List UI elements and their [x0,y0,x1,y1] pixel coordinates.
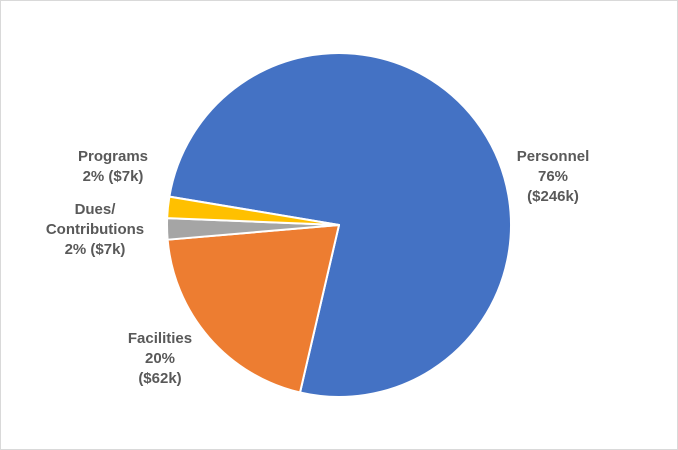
data-label-personnel: Personnel 76% ($246k) [517,148,590,205]
data-label-line: Personnel [517,148,590,165]
pie-slice-programs [166,195,340,226]
pie-slices [166,52,512,398]
data-label-line: 76% [538,168,568,185]
data-label-line: 2% ($7k) [65,241,126,258]
data-label-line: ($62k) [138,370,181,387]
pie-slice-facilities [166,224,340,394]
data-label-programs: Programs 2% ($7k) [78,148,148,185]
data-label-facilities: Facilities 20% ($62k) [128,330,192,387]
data-label-dues-contributions: Dues/Contributions 2% ($7k) [46,201,144,258]
pie-slice-personnel [168,52,512,398]
data-label-line: Facilities [128,330,192,347]
data-label-line: 2% ($7k) [83,168,144,185]
data-label-line: ($246k) [527,188,579,205]
data-label-line: 20% [145,350,175,367]
data-label-line: Dues/ [75,201,117,218]
data-label-line: Programs [78,148,148,165]
data-label-line: Contributions [46,221,144,238]
data-labels: Personnel 76% ($246k) Facilities 20% ($62k) Du… [46,148,589,387]
